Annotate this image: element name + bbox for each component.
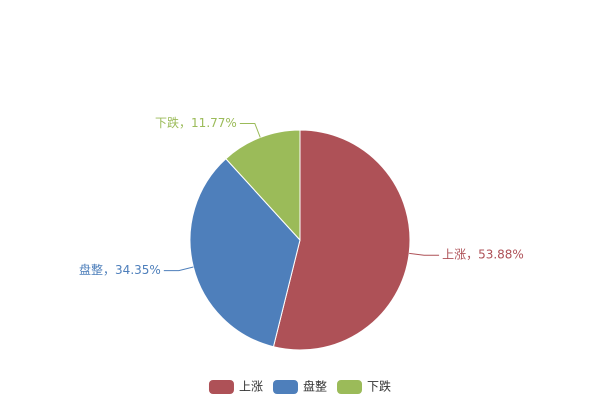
legend-swatch[interactable]	[208, 380, 234, 394]
legend-label[interactable]: 盘整	[303, 379, 327, 394]
data-label: 下跌，11.77%	[155, 115, 237, 130]
legend-swatch[interactable]	[272, 380, 298, 394]
data-label: 盘整，34.35%	[79, 262, 161, 277]
leader-line	[163, 266, 194, 272]
pie-slice[interactable]	[272, 129, 411, 351]
legend-swatch[interactable]	[337, 380, 363, 394]
pie-slice[interactable]	[189, 158, 301, 348]
leader-line	[409, 252, 440, 256]
legend-label[interactable]: 下跌	[367, 379, 391, 394]
legend-label[interactable]: 上涨	[239, 379, 263, 394]
leader-line	[239, 122, 261, 138]
data-label: 上涨，53.88%	[442, 247, 524, 262]
